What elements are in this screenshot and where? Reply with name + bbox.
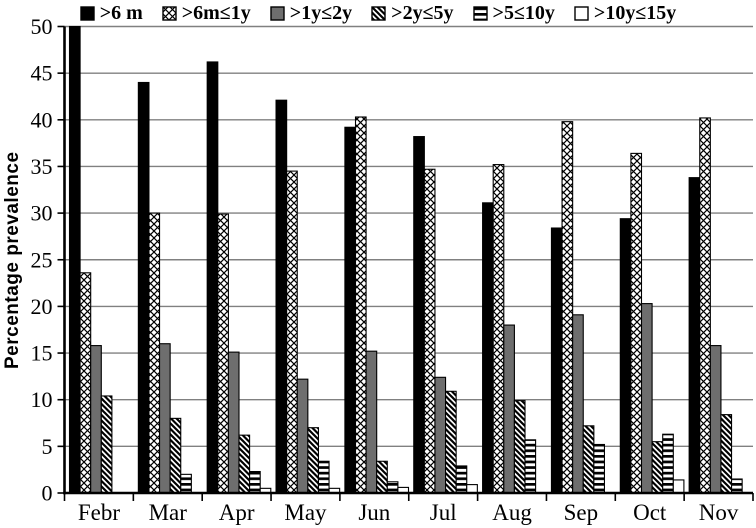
bar-2y5y-jul xyxy=(444,390,457,494)
legend-label-5: >10y≤15y xyxy=(593,1,677,24)
x-label-may: May xyxy=(284,500,327,525)
legend-item-3: >2y≤5y xyxy=(371,1,454,25)
bar-6m1y-sep xyxy=(561,121,574,494)
x-label-febr: Febr xyxy=(78,500,121,525)
bar-1y2y-may xyxy=(296,378,309,494)
legend-marker-diagonal xyxy=(371,5,386,21)
bar-2y5y-sep xyxy=(582,425,595,494)
y-axis-title: Percentage prevalence xyxy=(2,151,23,369)
bar-1y2y-oct xyxy=(640,303,653,494)
bar-6m-oct xyxy=(619,218,632,494)
bar-6m1y-mar xyxy=(148,212,161,494)
bar-1y2y-apr xyxy=(227,351,240,494)
legend-item-0: >6 m xyxy=(79,1,143,25)
bar-6m1y-may xyxy=(286,170,298,494)
x-label-oct: Oct xyxy=(633,500,667,525)
bar-6m1y-nov xyxy=(699,117,711,494)
bar-10y15y-oct xyxy=(672,479,685,494)
bar-6m1y-jun xyxy=(354,116,367,494)
chart-legend: >6 m >6m≤1y >1y≤2y >2y≤5y >5≤10y >10y≤15y xyxy=(0,0,756,26)
bar-6m1y-apr xyxy=(217,213,229,494)
bar-1y2y-aug xyxy=(503,324,515,494)
bar-1y2y-jul xyxy=(434,376,447,494)
bar-1y2y-febr xyxy=(90,345,102,494)
legend-label-2: >1y≤2y xyxy=(289,1,353,24)
y-tick-label-5: 5 xyxy=(42,434,53,459)
bar-2y5y-may xyxy=(307,427,320,494)
legend-label-1: >6m≤1y xyxy=(181,1,251,24)
bar-2y5y-aug xyxy=(513,400,526,494)
bar-2y5y-nov xyxy=(720,414,733,494)
bar-6m-aug xyxy=(482,202,494,494)
bar-6m-mar xyxy=(137,81,150,494)
legend-swatch xyxy=(574,5,589,21)
x-label-jun: Jun xyxy=(358,500,390,525)
legend-label-3: >2y≤5y xyxy=(391,1,454,24)
x-label-apr: Apr xyxy=(219,500,255,525)
y-tick-label-15: 15 xyxy=(31,341,53,366)
bar-6m-nov xyxy=(688,177,701,494)
bar-510y-jun xyxy=(386,481,399,494)
bar-510y-may xyxy=(317,460,330,494)
y-tick-label-0: 0 xyxy=(42,481,53,506)
bar-6m1y-aug xyxy=(492,164,505,494)
y-tick-label-35: 35 xyxy=(31,154,53,179)
legend-item-4: >5≤10y xyxy=(472,1,555,25)
legend-swatch xyxy=(79,5,95,21)
bar-510y-sep xyxy=(593,443,605,494)
bar-510y-nov xyxy=(730,478,743,494)
legend-marker-solid-black xyxy=(79,5,95,21)
legend-marker-solid-gray xyxy=(270,5,285,21)
bar-2y5y-mar xyxy=(169,417,182,494)
legend-marker-crosshatch xyxy=(162,5,177,21)
legend-label-4: >5≤10y xyxy=(492,1,555,24)
legend-item-2: >1y≤2y xyxy=(270,2,352,25)
legend-item-5: >10y≤15y xyxy=(574,2,676,25)
legend-swatch xyxy=(162,5,177,21)
legend-item-1: >6m≤1y xyxy=(162,2,251,25)
bar-1y2y-mar xyxy=(159,343,171,494)
bar-6m1y-oct xyxy=(630,152,643,494)
bar-510y-aug xyxy=(524,439,537,494)
bar-2y5y-apr xyxy=(238,434,251,494)
legend-swatch xyxy=(270,5,285,21)
x-label-jul: Jul xyxy=(430,500,457,525)
bar-6m-jun xyxy=(344,126,357,494)
y-tick-label-10: 10 xyxy=(31,387,53,412)
x-label-aug: Aug xyxy=(492,500,532,525)
y-tick-label-20: 20 xyxy=(31,294,53,319)
legend-marker-white xyxy=(574,5,589,21)
bar-1y2y-nov xyxy=(709,345,722,494)
bar-6m1y-febr xyxy=(79,272,92,494)
bar-510y-apr xyxy=(249,470,261,494)
bar-2y5y-oct xyxy=(651,441,664,494)
x-label-nov: Nov xyxy=(699,500,739,525)
bar-510y-oct xyxy=(662,433,674,494)
bar-6m-apr xyxy=(206,61,219,494)
bar-6m-febr xyxy=(68,25,81,494)
bar-2y5y-jun xyxy=(376,460,388,494)
bar-510y-jul xyxy=(455,465,468,494)
y-tick-label-45: 45 xyxy=(31,61,53,86)
bar-6m-may xyxy=(275,99,288,494)
y-tick-label-40: 40 xyxy=(31,107,53,132)
x-label-mar: Mar xyxy=(149,500,188,525)
bar-1y2y-jun xyxy=(365,350,378,494)
bar-510y-mar xyxy=(180,473,192,494)
legend-label-0: >6 m xyxy=(99,1,143,24)
legend-swatch xyxy=(371,5,386,21)
legend-swatch xyxy=(472,5,488,21)
y-tick-label-50: 50 xyxy=(31,14,53,39)
bar-2y5y-febr xyxy=(100,395,113,494)
y-tick-label-30: 30 xyxy=(31,201,53,226)
bar-6m1y-jul xyxy=(423,168,436,494)
legend-marker-horizontal xyxy=(472,5,488,21)
y-tick-label-25: 25 xyxy=(31,247,53,272)
bar-6m-sep xyxy=(550,227,563,494)
bar-6m-jul xyxy=(413,136,425,494)
bar-1y2y-sep xyxy=(572,314,584,494)
x-label-sep: Sep xyxy=(564,500,599,525)
